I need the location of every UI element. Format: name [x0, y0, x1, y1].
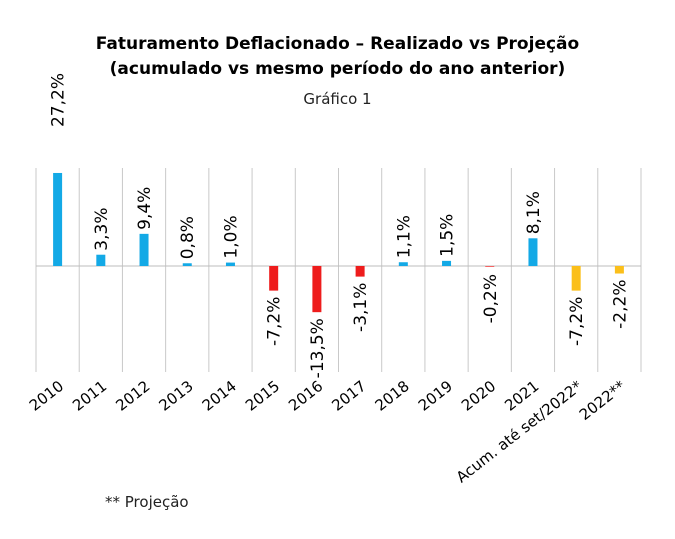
x-tick-label: 2022**: [576, 377, 629, 424]
bar: [139, 233, 149, 266]
data-label: 1,0%: [221, 215, 241, 258]
bar: [96, 254, 106, 266]
bar: [614, 266, 624, 274]
bar: [485, 266, 495, 267]
data-label: 1,1%: [394, 215, 414, 258]
x-tick-label: 2016: [285, 377, 326, 415]
bar: [528, 238, 538, 266]
chart-title: Faturamento Deflacionado – Realizado vs …: [95, 34, 580, 54]
data-label: 27,2%: [49, 73, 69, 127]
bar: [355, 266, 365, 277]
x-tick-label: 2014: [199, 377, 240, 415]
bar: [269, 266, 279, 291]
bar: [442, 260, 452, 266]
data-label: 9,4%: [135, 187, 155, 230]
x-tick-label: 2012: [112, 377, 153, 415]
data-label: -3,1%: [351, 283, 371, 332]
bar: [571, 266, 581, 291]
chart-title-line2: (acumulado vs mesmo período do ano anter…: [109, 59, 566, 79]
bar: [182, 263, 192, 266]
x-tick-label: 2018: [372, 377, 413, 415]
x-tick-label: 2019: [415, 377, 456, 415]
x-tick-label: 2010: [26, 377, 67, 415]
x-tick-label: 2017: [328, 377, 369, 415]
x-tick-label: 2015: [242, 377, 283, 415]
data-label: -13,5%: [308, 318, 328, 378]
data-label: 8,1%: [524, 191, 544, 234]
data-label: 0,8%: [178, 216, 198, 259]
data-label: -7,2%: [567, 297, 587, 346]
bar: [225, 262, 235, 266]
data-label: 3,3%: [92, 208, 112, 251]
data-label: -2,2%: [610, 280, 630, 329]
x-tick-label: 2020: [458, 377, 499, 415]
footnote: ** Projeção: [105, 493, 189, 511]
bar: [398, 262, 408, 266]
bar: [312, 266, 322, 313]
x-tick-label: 2011: [69, 377, 110, 415]
data-label: -7,2%: [265, 297, 285, 346]
data-label: 1,5%: [438, 214, 458, 257]
x-tick-label: 2013: [156, 377, 197, 415]
bar: [53, 172, 63, 266]
data-label: -0,2%: [481, 274, 501, 323]
chart-subtitle: Gráfico 1: [303, 90, 372, 108]
